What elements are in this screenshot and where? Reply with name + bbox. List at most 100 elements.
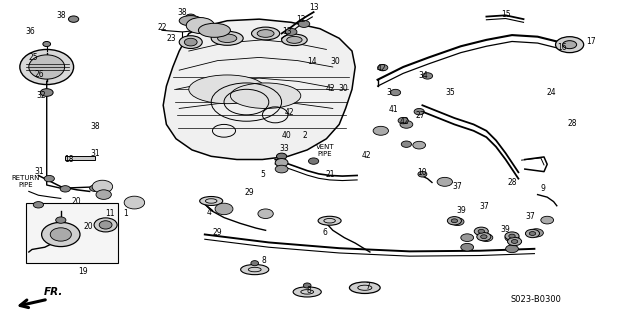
Ellipse shape [97,192,108,198]
Polygon shape [163,19,355,160]
Ellipse shape [529,229,543,237]
Ellipse shape [451,219,458,223]
Text: 8: 8 [261,256,266,265]
Text: 24: 24 [547,88,557,97]
Text: 42: 42 [325,84,335,93]
Text: 8: 8 [306,286,311,295]
Ellipse shape [505,234,519,242]
Ellipse shape [44,175,54,182]
Text: 30: 30 [338,84,348,93]
Ellipse shape [400,121,413,128]
Text: 7: 7 [365,282,370,291]
Text: 27: 27 [415,111,425,120]
Text: VENT
PIPE: VENT PIPE [316,144,335,157]
Ellipse shape [99,221,112,229]
Ellipse shape [390,89,401,96]
Ellipse shape [56,217,66,223]
Text: 22: 22 [157,23,166,32]
Text: RETURN
PIPE: RETURN PIPE [12,175,40,188]
Text: 37: 37 [452,182,462,191]
Ellipse shape [96,190,111,199]
Text: 30: 30 [330,57,340,66]
Text: 2: 2 [302,131,307,140]
Ellipse shape [186,18,214,33]
Text: 13: 13 [308,3,319,11]
Ellipse shape [124,196,145,209]
Ellipse shape [447,217,461,225]
Text: 34: 34 [419,71,429,80]
Ellipse shape [401,141,412,147]
Ellipse shape [451,218,464,226]
Text: 13: 13 [282,27,292,36]
Text: 33: 33 [279,144,289,152]
Text: 38: 38 [90,122,100,131]
Text: 9: 9 [540,184,545,193]
Text: 38: 38 [56,11,66,20]
Ellipse shape [218,34,237,42]
Ellipse shape [189,75,266,104]
Text: 12: 12 [296,15,305,24]
Ellipse shape [29,55,65,79]
Text: 37: 37 [479,202,489,211]
Text: FR.: FR. [44,287,63,297]
Ellipse shape [413,141,426,149]
Text: 1: 1 [123,209,128,218]
Text: 42: 42 [376,64,387,73]
Ellipse shape [60,186,70,192]
Ellipse shape [92,180,113,193]
Ellipse shape [349,282,380,293]
Ellipse shape [94,218,117,232]
Ellipse shape [275,159,288,167]
Text: 29: 29 [244,188,255,197]
Text: 28: 28 [568,119,577,128]
Ellipse shape [461,243,474,251]
Text: 31: 31 [35,167,45,176]
Ellipse shape [506,245,518,253]
Text: 20: 20 [72,197,82,206]
Ellipse shape [275,165,288,173]
Text: 41: 41 [388,105,398,114]
Ellipse shape [276,153,287,160]
Text: 31: 31 [90,149,100,158]
Text: 32: 32 [36,91,47,100]
Ellipse shape [50,228,72,241]
Text: 4: 4 [206,208,211,217]
Text: 37: 37 [525,212,535,221]
Text: 15: 15 [500,10,511,19]
Ellipse shape [556,37,584,53]
Ellipse shape [179,36,202,48]
Text: 42: 42 [361,151,371,160]
Ellipse shape [43,41,51,47]
Ellipse shape [474,227,488,235]
Text: 36: 36 [25,27,35,36]
Text: 39: 39 [456,206,466,215]
Ellipse shape [398,117,408,124]
Text: 28: 28 [508,178,516,187]
Ellipse shape [211,31,243,45]
Polygon shape [65,156,95,160]
Ellipse shape [525,229,540,238]
Text: 23: 23 [166,34,177,43]
Text: S023-B0300: S023-B0300 [511,295,562,304]
Ellipse shape [230,83,301,108]
Text: 6: 6 [323,228,328,237]
Ellipse shape [541,216,554,224]
Text: 3: 3 [387,88,392,97]
Text: 35: 35 [445,88,456,97]
Ellipse shape [509,234,515,238]
Ellipse shape [20,49,74,85]
Text: 42: 42 [284,108,294,117]
Ellipse shape [90,185,100,191]
Text: 38: 38 [177,8,188,17]
Ellipse shape [563,41,577,49]
Ellipse shape [257,30,274,37]
Text: 39: 39 [500,225,511,234]
Ellipse shape [241,264,269,275]
Text: 11: 11 [106,209,115,218]
Text: 10: 10 [417,168,428,177]
Text: 19: 19 [78,267,88,276]
Ellipse shape [480,234,493,241]
Ellipse shape [198,23,230,37]
Ellipse shape [422,73,433,79]
Ellipse shape [477,233,491,241]
